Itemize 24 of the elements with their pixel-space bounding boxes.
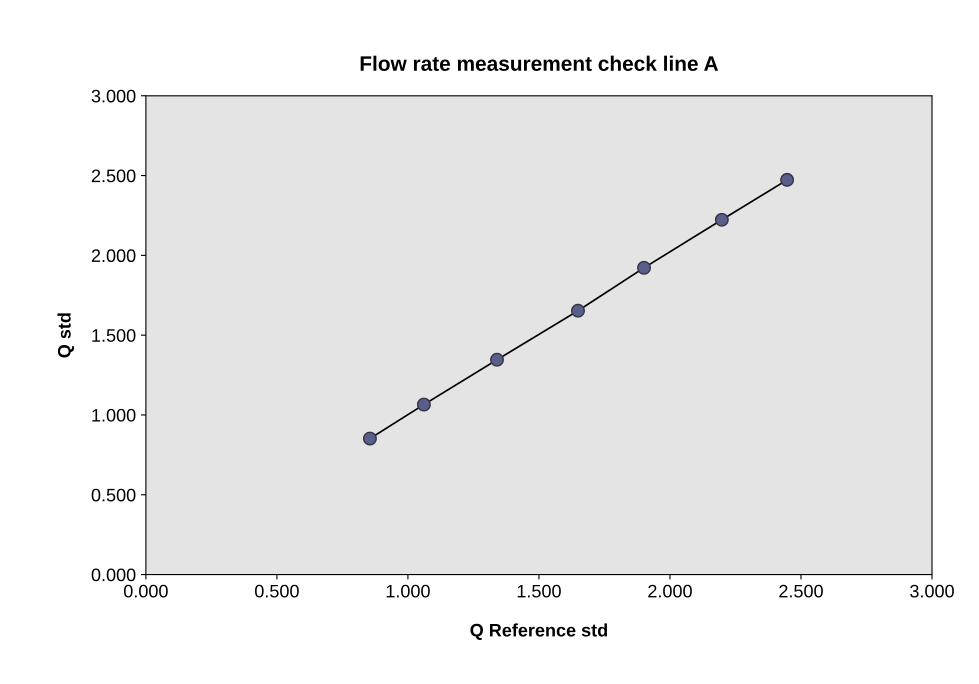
point — [571, 304, 585, 318]
point — [780, 172, 794, 187]
y-tick-label: 3.000 — [92, 90, 136, 102]
y-tick-label: 2.000 — [92, 249, 136, 262]
x-tick-label: 1.000 — [386, 584, 430, 598]
x-tick-label: 2.500 — [779, 584, 823, 598]
x-tick-label: 0.000 — [124, 584, 168, 598]
y-tick-label: 1.000 — [92, 408, 136, 422]
point — [637, 260, 651, 275]
x-tick-label: 1.500 — [518, 584, 561, 598]
y-tick-label: 0.000 — [92, 568, 136, 582]
point — [416, 398, 431, 412]
x-axis-title: Q Reference std — [470, 623, 607, 640]
chart-title: Flow rate measurement check line A — [360, 56, 718, 71]
point — [362, 432, 377, 446]
y-tick-label: 1.500 — [92, 329, 136, 342]
x-tick-label: 3.000 — [910, 584, 954, 598]
point — [490, 352, 504, 367]
y-axis-title: Q std — [57, 313, 74, 358]
y-tick-label: 0.500 — [92, 488, 136, 502]
x-tick-label: 2.000 — [648, 584, 692, 598]
point — [714, 212, 729, 227]
y-tick-label: 2.500 — [92, 169, 136, 182]
x-tick-label: 0.500 — [255, 584, 299, 598]
